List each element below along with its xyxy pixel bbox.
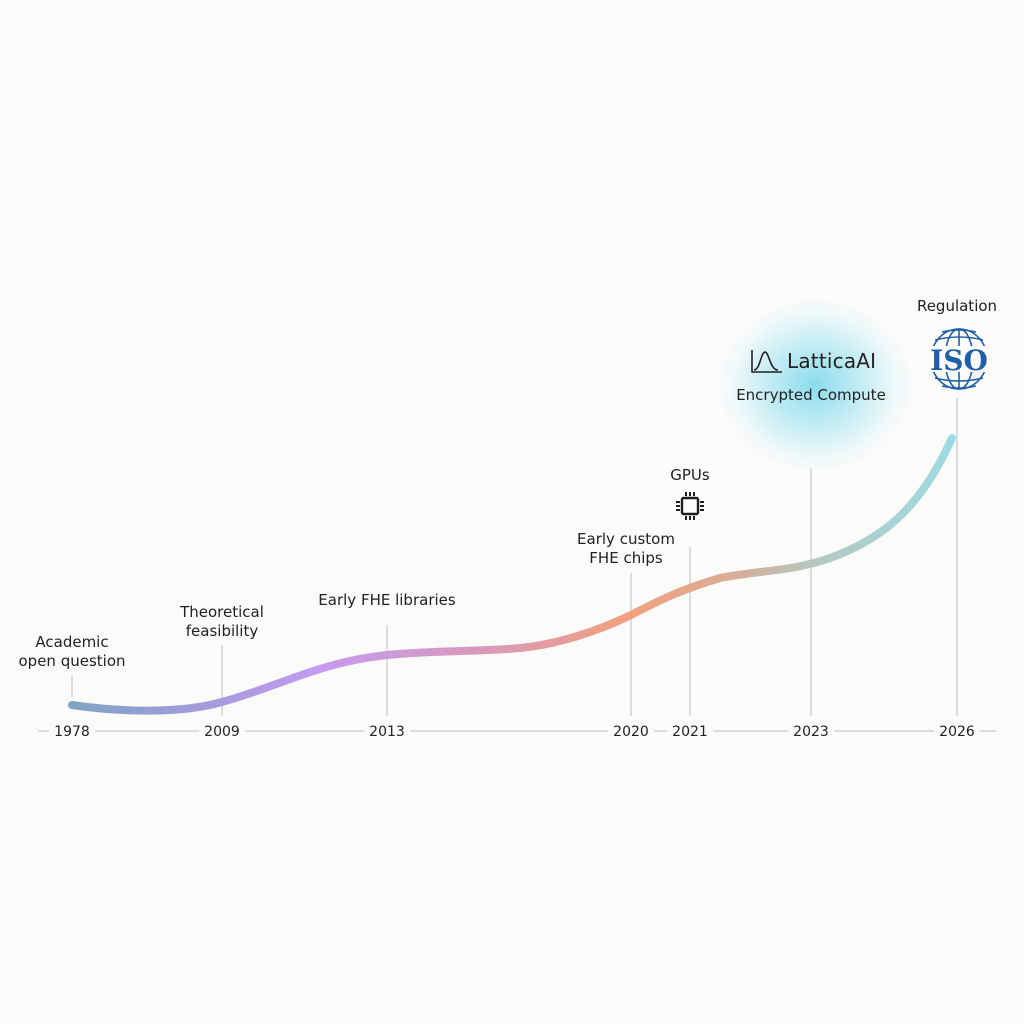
chip-icon <box>676 492 704 520</box>
brand-name: LatticaAI <box>787 349 877 373</box>
adoption-curve <box>68 434 956 715</box>
milestone-label-2021: GPUs <box>670 466 710 484</box>
milestone-label-2026: Regulation <box>916 297 998 315</box>
milestone-label-2013: Early FHE libraries <box>318 591 456 609</box>
svg-text:ISO: ISO <box>930 344 988 377</box>
milestone-label-2020: Early custom FHE chips <box>577 530 675 567</box>
milestone-label-1978: Academic open question <box>18 633 126 670</box>
milestone-label-2009: Theoretical feasibility <box>180 603 264 640</box>
iso-logo-icon: ISO <box>922 328 996 390</box>
year-label-1978: 1978 <box>49 724 95 740</box>
highlight-glow <box>720 300 910 470</box>
brand-tagline: Encrypted Compute <box>736 386 886 404</box>
year-label-2020: 2020 <box>608 724 654 740</box>
lattica-logo-icon <box>751 350 782 373</box>
year-label-2026: 2026 <box>934 724 980 740</box>
year-label-2013: 2013 <box>364 724 410 740</box>
lattica-brand: LatticaAI <box>750 348 876 374</box>
year-label-2009: 2009 <box>199 724 245 740</box>
year-label-2023: 2023 <box>788 724 834 740</box>
year-label-2021: 2021 <box>667 724 713 740</box>
